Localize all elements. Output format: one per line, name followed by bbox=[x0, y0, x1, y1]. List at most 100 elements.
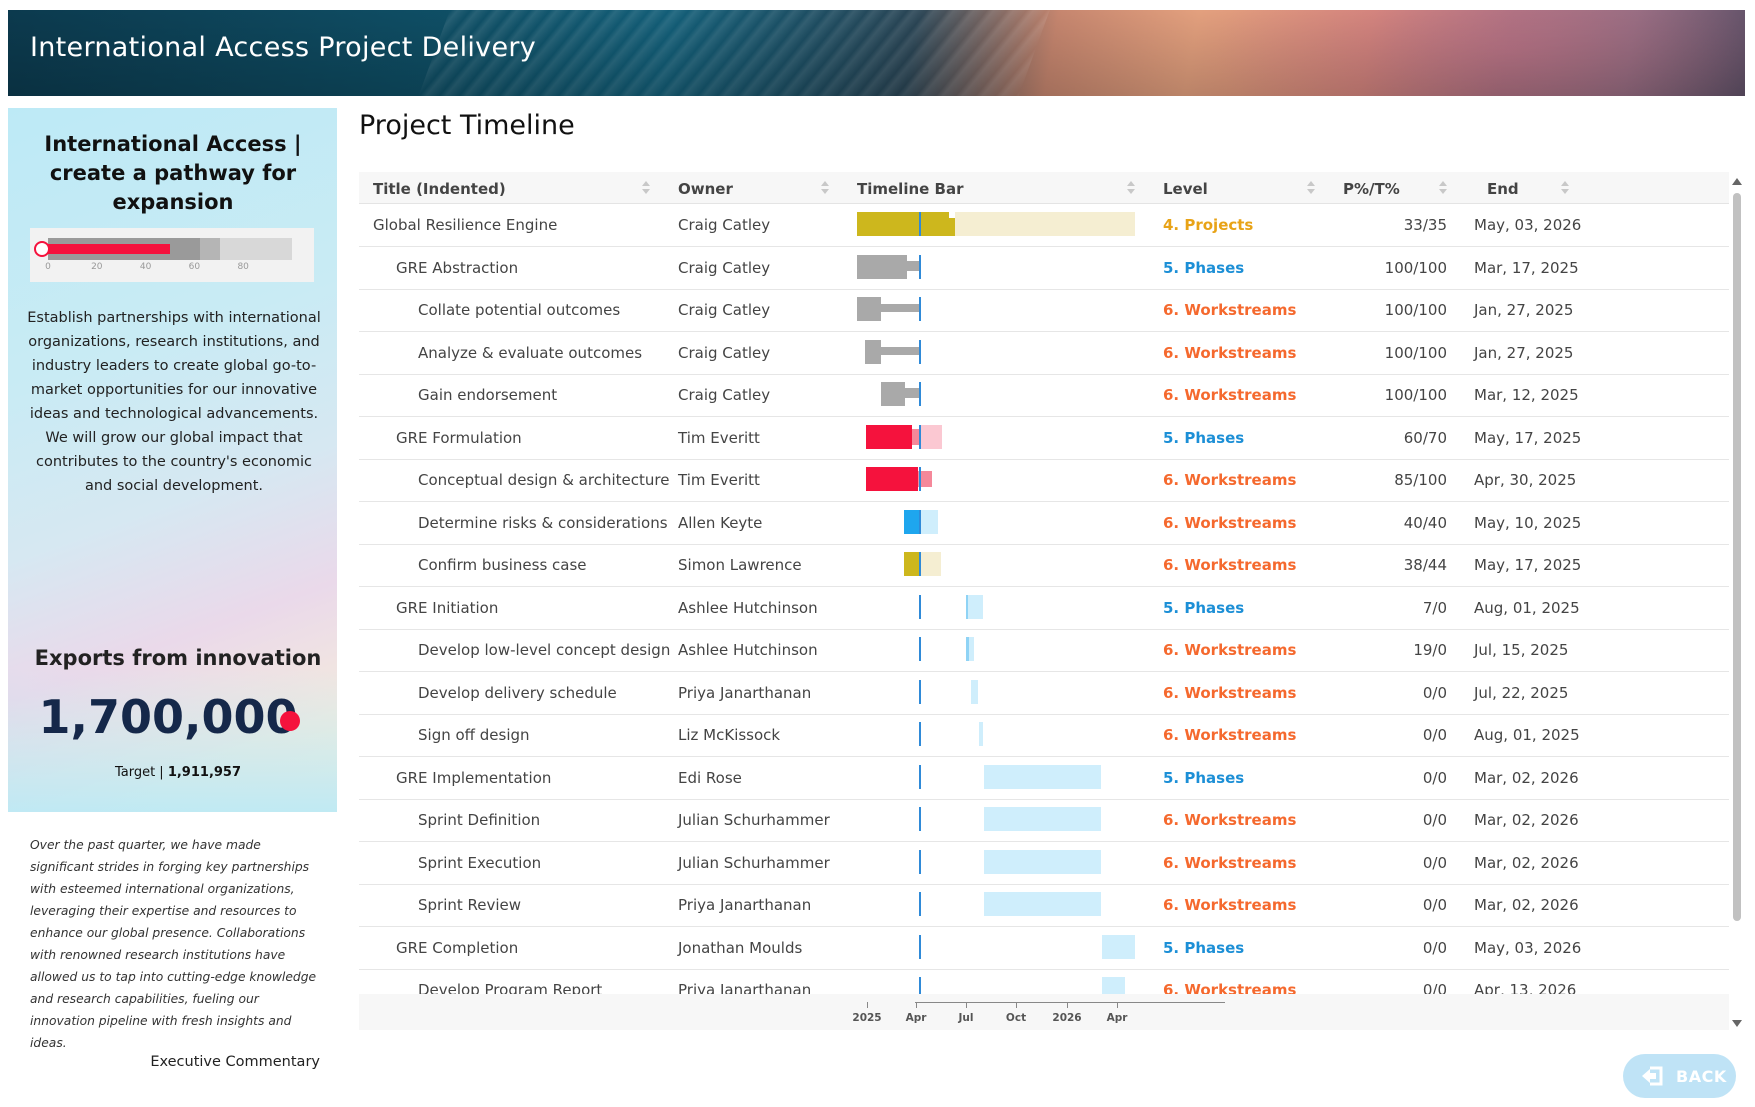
back-arrow-icon bbox=[1642, 1066, 1663, 1086]
scroll-thumb[interactable] bbox=[1733, 193, 1741, 921]
today-marker bbox=[919, 594, 921, 619]
gauge-tick-label: 0 bbox=[45, 262, 51, 272]
sort-icon[interactable] bbox=[1127, 181, 1135, 195]
table-row[interactable]: Global Resilience Engine Craig Catley 4. P… bbox=[359, 204, 1729, 247]
cell-title[interactable]: GRE Completion bbox=[396, 938, 519, 957]
kpi-title: Exports from innovation bbox=[34, 646, 322, 670]
cell-title[interactable]: GRE Formulation bbox=[396, 428, 522, 447]
cell-owner: Craig Catley bbox=[678, 343, 771, 362]
today-marker bbox=[919, 934, 921, 959]
cell-title[interactable]: Conceptual design & architecture bbox=[418, 471, 670, 489]
gauge-start-marker bbox=[34, 241, 50, 257]
cell-title[interactable]: Develop delivery schedule bbox=[418, 683, 617, 702]
timeline-grid: Title (Indented) Owner Timeline Bar Leve… bbox=[359, 172, 1729, 1030]
cell-end: Mar, 12, 2025 bbox=[1474, 386, 1579, 404]
grid-header: Title (Indented) Owner Timeline Bar Leve… bbox=[359, 172, 1729, 204]
today-marker bbox=[919, 892, 921, 916]
section-title: Project Timeline bbox=[359, 110, 575, 141]
kpi-target: Target | 1,911,957 bbox=[28, 765, 328, 780]
cell-title[interactable]: GRE Abstraction bbox=[396, 258, 519, 277]
table-row[interactable]: Conceptual design & architecture Tim Ever… bbox=[359, 459, 1729, 502]
col-header-timeline-bar[interactable]: Timeline Bar bbox=[857, 180, 964, 198]
table-row[interactable]: GRE Abstraction Craig Catley 5. Phases 100/… bbox=[359, 247, 1729, 290]
objective-description: Establish partnerships with internationa… bbox=[27, 310, 321, 494]
timeline-bar-segment bbox=[955, 212, 1135, 236]
timeline-bar-segment bbox=[966, 637, 974, 661]
table-row[interactable]: Sprint Execution Julian Schurhammer 6. Wor… bbox=[359, 842, 1729, 885]
table-row[interactable]: Analyze & evaluate outcomes Craig Catley 6… bbox=[359, 332, 1729, 375]
table-row[interactable]: GRE Formulation Tim Everitt 5. Phases 60/70… bbox=[359, 417, 1729, 460]
col-header-level[interactable]: Level bbox=[1163, 180, 1208, 198]
cell-title[interactable]: Determine risks & considerations bbox=[418, 513, 668, 532]
cell-level: 6. Workstreams bbox=[1163, 811, 1297, 829]
sort-icon[interactable] bbox=[1439, 181, 1447, 195]
cell-end: Mar, 02, 2026 bbox=[1474, 853, 1579, 872]
today-marker bbox=[919, 637, 921, 661]
cell-end: Aug, 01, 2025 bbox=[1474, 598, 1580, 617]
col-header-pt[interactable]: P%/T% bbox=[1343, 180, 1400, 198]
col-header-end[interactable]: End bbox=[1487, 180, 1519, 198]
cell-end: May, 17, 2025 bbox=[1474, 556, 1582, 574]
gauge-tick-label: 80 bbox=[237, 262, 249, 272]
sort-icon[interactable] bbox=[821, 181, 829, 195]
col-header-title[interactable]: Title (Indented) bbox=[373, 180, 506, 198]
cell-end: Apr, 30, 2025 bbox=[1474, 471, 1577, 489]
col-header-owner[interactable]: Owner bbox=[678, 180, 733, 198]
table-row[interactable]: Develop delivery schedule Priya Janarthan… bbox=[359, 672, 1729, 715]
cell-level: 5. Phases bbox=[1163, 768, 1245, 787]
cell-end: Mar, 02, 2026 bbox=[1474, 768, 1579, 787]
table-row[interactable]: GRE Implementation Edi Rose 5. Phases 0/0 Ma… bbox=[359, 757, 1729, 800]
table-row[interactable]: GRE Initiation Ashlee Hutchinson 5. Phases… bbox=[359, 587, 1729, 630]
cell-level: 6. Workstreams bbox=[1163, 853, 1297, 872]
table-row[interactable]: Confirm business case Simon Lawrence 6. Wo… bbox=[359, 544, 1729, 587]
kpi-target-value: 1,911,957 bbox=[167, 765, 242, 780]
cell-pt: 100/100 bbox=[1384, 258, 1447, 277]
cell-title[interactable]: Sprint Definition bbox=[418, 811, 541, 829]
axis-tick bbox=[1016, 1002, 1017, 1008]
cell-title[interactable]: GRE Implementation bbox=[396, 768, 552, 787]
table-row[interactable]: Collate potential outcomes Craig Catley 6.… bbox=[359, 289, 1729, 332]
cell-title[interactable]: Confirm business case bbox=[418, 556, 587, 574]
kpi-value: 1,700,000 bbox=[38, 690, 298, 744]
table-row[interactable]: Sign off design Liz McKissock 6. Workstrea… bbox=[359, 714, 1729, 757]
cell-level: 5. Phases bbox=[1163, 598, 1245, 617]
axis-label: Jul bbox=[958, 1012, 974, 1024]
cell-title[interactable]: Global Resilience Engine bbox=[373, 216, 558, 234]
scroll-up-arrow-icon[interactable] bbox=[1732, 178, 1742, 185]
cell-level: 6. Workstreams bbox=[1163, 471, 1297, 489]
today-marker bbox=[919, 977, 921, 1001]
timeline-bar-segment bbox=[866, 424, 912, 449]
page-title: International Access Project Delivery bbox=[30, 32, 537, 63]
cell-end: Mar, 17, 2025 bbox=[1474, 258, 1579, 277]
table-row[interactable]: Gain endorsement Craig Catley 6. Workstrea… bbox=[359, 374, 1729, 417]
cell-title[interactable]: Develop low-level concept design bbox=[418, 641, 671, 659]
back-button[interactable]: BACK bbox=[1623, 1054, 1736, 1098]
cell-pt: 19/0 bbox=[1413, 641, 1447, 659]
cell-title[interactable]: GRE Initiation bbox=[396, 598, 499, 617]
cell-title[interactable]: Sprint Execution bbox=[418, 853, 542, 872]
table-row[interactable]: Determine risks & considerations Allen Ke… bbox=[359, 502, 1729, 545]
table-row[interactable]: Sprint Review Priya Janarthanan 6. Workstr… bbox=[359, 884, 1729, 927]
cell-level: 6. Workstreams bbox=[1163, 641, 1297, 659]
cell-title[interactable]: Analyze & evaluate outcomes bbox=[418, 343, 643, 362]
timeline-bar-segment bbox=[949, 218, 955, 236]
timeline-bar-segment bbox=[966, 637, 969, 661]
timeline-axis: 2025 Apr Jul Oct 2026 Apr bbox=[359, 994, 1729, 1030]
gauge-tick-label: 20 bbox=[91, 262, 103, 272]
table-row[interactable]: GRE Completion Jonathan Moulds 5. Phases 0/… bbox=[359, 927, 1729, 970]
cell-end: Aug, 01, 2025 bbox=[1474, 726, 1580, 744]
cell-owner: Tim Everitt bbox=[678, 471, 760, 489]
table-row[interactable]: Sprint Definition Julian Schurhammer 6. Wo… bbox=[359, 799, 1729, 842]
today-marker bbox=[919, 467, 921, 491]
cell-title[interactable]: Collate potential outcomes bbox=[418, 301, 621, 319]
cell-title[interactable]: Gain endorsement bbox=[418, 386, 558, 404]
table-row[interactable]: Develop low-level concept design Ashlee H… bbox=[359, 629, 1729, 672]
sort-icon[interactable] bbox=[1307, 181, 1315, 195]
cell-title[interactable]: Sprint Review bbox=[418, 896, 522, 914]
axis-label: 2025 bbox=[852, 1012, 882, 1024]
scroll-down-arrow-icon[interactable] bbox=[1732, 1020, 1742, 1027]
today-marker bbox=[919, 297, 921, 321]
sort-icon[interactable] bbox=[1561, 181, 1569, 195]
sort-icon[interactable] bbox=[642, 181, 650, 195]
cell-title[interactable]: Sign off design bbox=[418, 726, 530, 744]
